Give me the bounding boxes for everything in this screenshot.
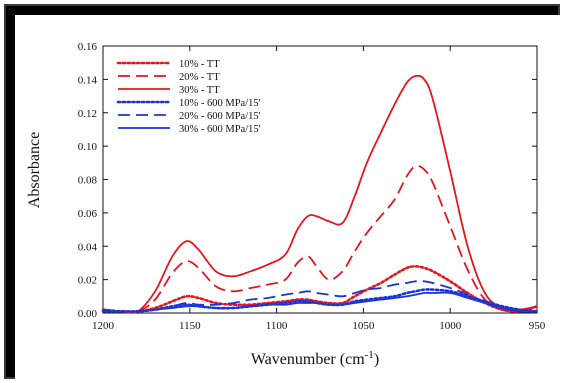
legend-label: 10% - TT <box>179 59 220 70</box>
plot-area <box>102 45 538 314</box>
legend-label: 30% - 600 MPa/15' <box>179 124 261 135</box>
x-tick-label: 1150 <box>179 320 201 332</box>
series-line-5 <box>102 280 538 313</box>
series-line-6 <box>102 291 538 313</box>
chart-frame: 0.00 0.02 0.04 0.06 0.08 0.10 0.12 0.14 0.16 120… <box>4 4 561 380</box>
y-tick-label: 0.10 <box>78 141 98 153</box>
y-tick-label: 0.08 <box>78 175 98 187</box>
x-tick-label: 1200 <box>92 320 115 332</box>
legend: 10% - TT 20% - TT 30% - TT 10% - 600 MPa/15… <box>116 59 261 135</box>
legend-label: 30% - TT <box>179 85 220 96</box>
legend-label: 20% - 600 MPa/15' <box>179 111 261 122</box>
x-tick-label: 1100 <box>266 320 288 332</box>
x-axis-ticks: 1200 1150 1100 1050 1000 950 <box>92 46 546 332</box>
series-line-1 <box>101 265 539 313</box>
series-line-3 <box>102 74 538 314</box>
y-tick-label: 0.06 <box>78 208 98 220</box>
y-tick-label: 0.00 <box>78 308 98 320</box>
series-line-2 <box>102 164 538 314</box>
y-axis-ticks: 0.00 0.02 0.04 0.06 0.08 0.10 0.12 0.14 0.16 <box>78 41 537 320</box>
y-axis-label: Absorbance <box>26 132 43 208</box>
series-lines <box>101 74 539 314</box>
x-tick-label: 950 <box>529 320 546 332</box>
x-tick-label: 1000 <box>439 320 462 332</box>
y-tick-label: 0.04 <box>78 241 98 253</box>
y-tick-label: 0.14 <box>78 74 98 86</box>
x-tick-label: 1050 <box>352 320 375 332</box>
y-tick-label: 0.02 <box>78 275 97 287</box>
x-axis-label: Wavenumber (cm-1) <box>251 349 379 368</box>
chart-panel: 0.00 0.02 0.04 0.06 0.08 0.10 0.12 0.14 0.16 120… <box>15 15 561 380</box>
absorbance-chart: 0.00 0.02 0.04 0.06 0.08 0.10 0.12 0.14 0.16 120… <box>26 41 546 368</box>
legend-label: 10% - 600 MPa/15' <box>179 98 261 109</box>
y-tick-label: 0.16 <box>78 41 98 53</box>
y-tick-label: 0.12 <box>78 108 97 120</box>
legend-label: 20% - TT <box>179 72 220 83</box>
